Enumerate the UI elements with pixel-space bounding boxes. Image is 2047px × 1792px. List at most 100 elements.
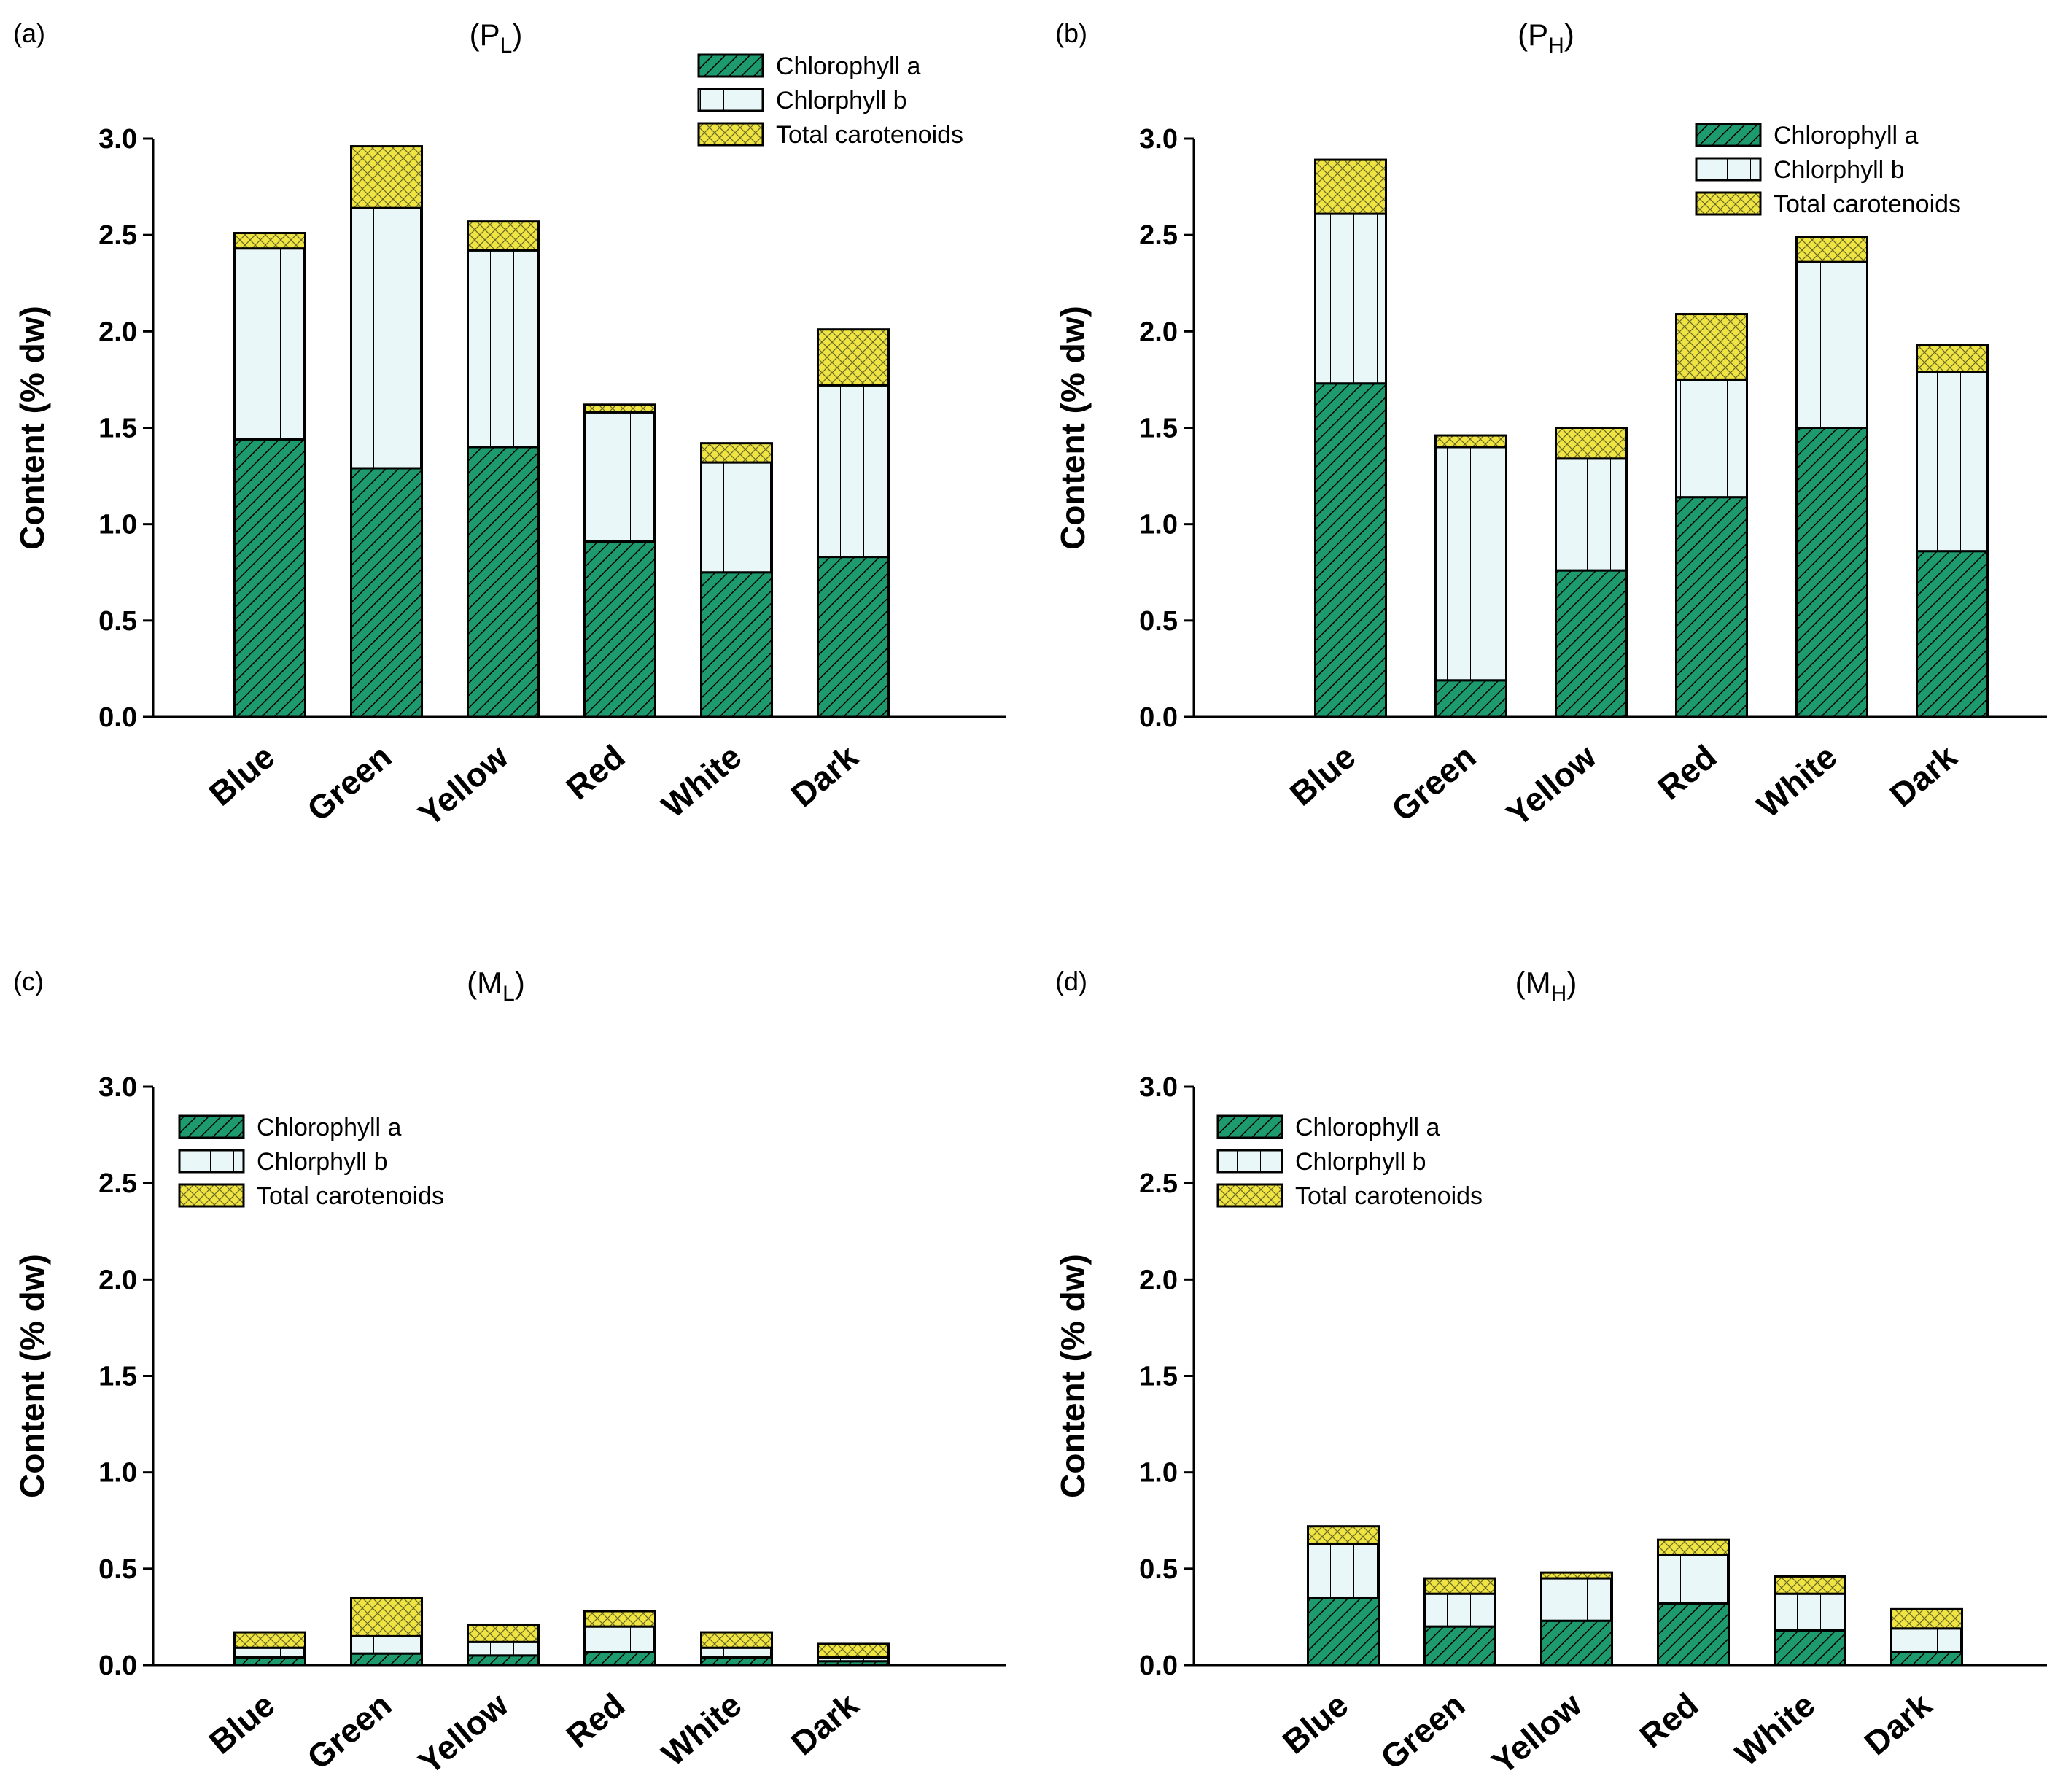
chart-panel-d: (d) (MH) Content (% dw) 0.0 0.5 1.0 1.5 2.0 2.5 3…: [1054, 966, 2047, 1782]
bar-chl-a-yellow: [1555, 569, 1628, 718]
legend-label: Chlorophyll a: [1774, 122, 1919, 150]
bar-stack-white: [700, 1631, 773, 1667]
bar-stack-red: [583, 1610, 656, 1667]
bar-chl-a-blue: [233, 438, 306, 718]
chart-panel-c: (c) (ML) Content (% dw) 0.0 0.5 1.0 1.5 2.0 2.5 3…: [13, 966, 1006, 1782]
bar-stack-red: [1657, 1538, 1730, 1667]
bar-chl-a-green: [1423, 1625, 1496, 1667]
x-tick-label: Yellow: [411, 1686, 515, 1782]
y-tick-label: 1.0: [98, 1458, 137, 1489]
bar-chl-b-white: [700, 1646, 773, 1659]
y-tick-label: 2.0: [98, 317, 137, 347]
panel-title-subscript: H: [1548, 34, 1564, 58]
bar-stack-dark: [817, 328, 890, 718]
legend-swatch-carot: [178, 1183, 245, 1208]
bar-stack-blue: [1307, 1525, 1380, 1667]
y-tick-label: 2.5: [98, 1168, 137, 1199]
x-tick-label: Blue: [1275, 1686, 1356, 1761]
bar-carot-white: [1774, 1575, 1846, 1595]
bar-stack-white: [700, 442, 773, 718]
y-tick-label: 0.5: [98, 606, 137, 637]
bar-carot-white: [700, 442, 773, 464]
bar-carot-blue: [1307, 1525, 1380, 1545]
legend: Chlorophyll a Chlorphyll b Total carotenoi…: [1216, 1114, 1483, 1210]
panel-tag: (b): [1055, 18, 1087, 48]
bar-stack-green: [1423, 1577, 1496, 1667]
legend-label: Chlorophyll a: [776, 53, 921, 80]
y-tick-label: 1.5: [98, 414, 137, 444]
bar-chl-b-blue: [233, 247, 306, 441]
bar-stack-dark: [1890, 1607, 1963, 1667]
panel-title-main: (P: [470, 18, 500, 52]
bar-chl-b-yellow: [1540, 1577, 1613, 1622]
bar-chl-a-yellow: [467, 446, 540, 718]
bar-chl-b-dark: [1916, 371, 1989, 553]
bar-chl-b-white: [700, 461, 773, 574]
legend-swatch-carot: [1216, 1183, 1283, 1208]
bar-carot-dark: [817, 328, 890, 387]
legend-label: Chlorophyll a: [1295, 1114, 1440, 1141]
y-tick-label: 2.5: [98, 220, 137, 251]
bar-chl-a-red: [1657, 1602, 1730, 1667]
legend: Chlorophyll a Chlorphyll b Total carotenoi…: [178, 1114, 444, 1210]
y-tick-label: 1.5: [1139, 414, 1178, 444]
bar-stack-yellow: [467, 220, 540, 718]
panel-tag: (d): [1055, 966, 1087, 996]
y-tick-label: 2.0: [98, 1265, 137, 1295]
y-tick-label: 0.5: [98, 1554, 137, 1585]
x-tick-label: Dark: [1857, 1686, 1939, 1763]
bar-stack-white: [1774, 1575, 1846, 1667]
x-tick-label: Red: [1632, 1686, 1705, 1756]
panel-title-close: ): [515, 966, 525, 1000]
legend-label: Chlorphyll b: [1774, 156, 1905, 184]
x-tick-label: Red: [559, 737, 632, 807]
bar-carot-dark: [1890, 1607, 1963, 1630]
x-tick-label: Yellow: [1499, 737, 1603, 834]
panel-title-main: (P: [1518, 18, 1548, 52]
bar-chl-a-red: [583, 1650, 656, 1667]
bar-carot-yellow: [1555, 427, 1628, 460]
y-tick-label: 0.5: [1139, 606, 1178, 637]
x-tick-label: Blue: [1283, 737, 1363, 813]
legend-label: Total carotenoids: [257, 1182, 444, 1210]
y-tick-label: 1.5: [1139, 1362, 1178, 1392]
bar-stack-yellow: [1555, 427, 1628, 718]
bar-chl-a-dark: [1916, 550, 1989, 718]
bar-stack-dark: [817, 1642, 890, 1667]
bar-carot-red: [583, 403, 656, 414]
x-tick-label: Green: [1373, 1686, 1472, 1777]
x-tick-label: Green: [300, 737, 398, 829]
y-axis-label: Content (% dw): [1054, 1254, 1092, 1498]
y-tick-label: 2.5: [1139, 220, 1178, 251]
bar-carot-white: [700, 1631, 773, 1649]
bar-chl-a-yellow: [467, 1654, 540, 1667]
panel-title-subscript: L: [500, 34, 513, 58]
bar-carot-yellow: [467, 1623, 540, 1643]
bar-stack-green: [350, 145, 423, 718]
bar-carot-yellow: [1540, 1571, 1613, 1580]
x-tick-label: Dark: [784, 1686, 866, 1763]
bar-chl-b-white: [1795, 260, 1868, 429]
bar-carot-red: [583, 1610, 656, 1628]
bar-chl-a-dark: [817, 556, 890, 718]
panel-title: (PL): [470, 18, 523, 58]
bar-stack-blue: [1314, 158, 1387, 718]
y-tick-label: 1.0: [1139, 1458, 1178, 1489]
y-tick-label: 3.0: [1139, 1072, 1178, 1103]
legend-swatch-chl-b: [1695, 157, 1762, 182]
bar-chl-b-blue: [233, 1646, 306, 1659]
y-tick-label: 0.0: [1139, 702, 1178, 733]
bar-chl-b-yellow: [1555, 457, 1628, 572]
bar-chl-a-green: [350, 467, 423, 718]
y-tick-label: 3.0: [1139, 124, 1178, 155]
panels: (a) (PL)Content (% dw)0.00.51.01.52.02.53…: [13, 18, 2047, 1782]
legend-swatch-chl-b: [697, 88, 764, 112]
y-tick-label: 1.0: [98, 510, 137, 540]
bar-chl-b-green: [1423, 1592, 1496, 1628]
legend-label: Total carotenoids: [1774, 190, 1961, 218]
bar-chl-a-white: [700, 571, 773, 718]
x-tick-label: Red: [1650, 737, 1723, 807]
bar-stack-red: [1675, 313, 1748, 718]
chart-panel-b: (b) (PH) Content (% dw) 0.0 0.5 1.0 1.5 2.0 2.5 3…: [1054, 18, 2047, 834]
legend-label: Total carotenoids: [1295, 1182, 1483, 1210]
